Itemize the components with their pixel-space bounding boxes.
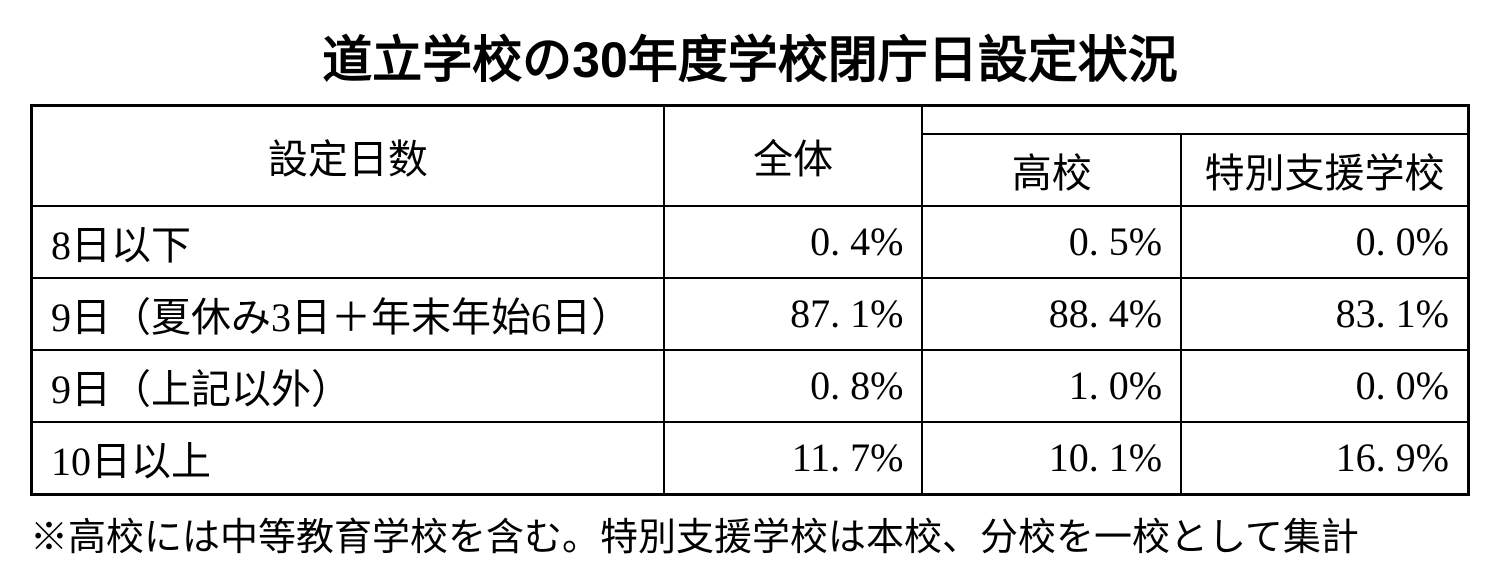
- row-label: 9日（夏休み3日＋年末年始6日）: [32, 278, 664, 350]
- footnote: ※高校には中等教育学校を含む。特別支援学校は本校、分校を一校として集計: [30, 506, 1470, 561]
- row-high: 88. 4%: [922, 278, 1181, 350]
- table-row: 8日以下 0. 4% 0. 5% 0. 0%: [32, 206, 1469, 278]
- row-total: 0. 4%: [664, 206, 923, 278]
- data-table: 設定日数 全体 高校 特別支援学校 8日以下 0. 4% 0. 5% 0. 0%…: [30, 104, 1470, 496]
- row-high: 1. 0%: [922, 350, 1181, 422]
- row-high: 10. 1%: [922, 422, 1181, 495]
- header-special: 特別支援学校: [1181, 134, 1468, 206]
- row-total: 87. 1%: [664, 278, 923, 350]
- table-title: 道立学校の30年度学校閉庁日設定状況: [30, 20, 1470, 92]
- header-label: 設定日数: [32, 106, 664, 206]
- row-label: 10日以上: [32, 422, 664, 495]
- table-row: 9日（上記以外） 0. 8% 1. 0% 0. 0%: [32, 350, 1469, 422]
- row-total: 0. 8%: [664, 350, 923, 422]
- table-row: 10日以上 11. 7% 10. 1% 16. 9%: [32, 422, 1469, 495]
- row-label: 8日以下: [32, 206, 664, 278]
- header-spacer-1: [922, 106, 1181, 134]
- row-label: 9日（上記以外）: [32, 350, 664, 422]
- header-high: 高校: [922, 134, 1181, 206]
- header-row-1: 設定日数 全体: [32, 106, 1469, 134]
- row-special: 0. 0%: [1181, 350, 1468, 422]
- table-body: 8日以下 0. 4% 0. 5% 0. 0% 9日（夏休み3日＋年末年始6日） …: [32, 206, 1469, 495]
- row-high: 0. 5%: [922, 206, 1181, 278]
- header-total: 全体: [664, 106, 923, 206]
- table-container: 設定日数 全体 高校 特別支援学校 8日以下 0. 4% 0. 5% 0. 0%…: [30, 104, 1470, 496]
- row-special: 83. 1%: [1181, 278, 1468, 350]
- row-special: 0. 0%: [1181, 206, 1468, 278]
- table-row: 9日（夏休み3日＋年末年始6日） 87. 1% 88. 4% 83. 1%: [32, 278, 1469, 350]
- row-special: 16. 9%: [1181, 422, 1468, 495]
- row-total: 11. 7%: [664, 422, 923, 495]
- header-spacer-2: [1181, 106, 1468, 134]
